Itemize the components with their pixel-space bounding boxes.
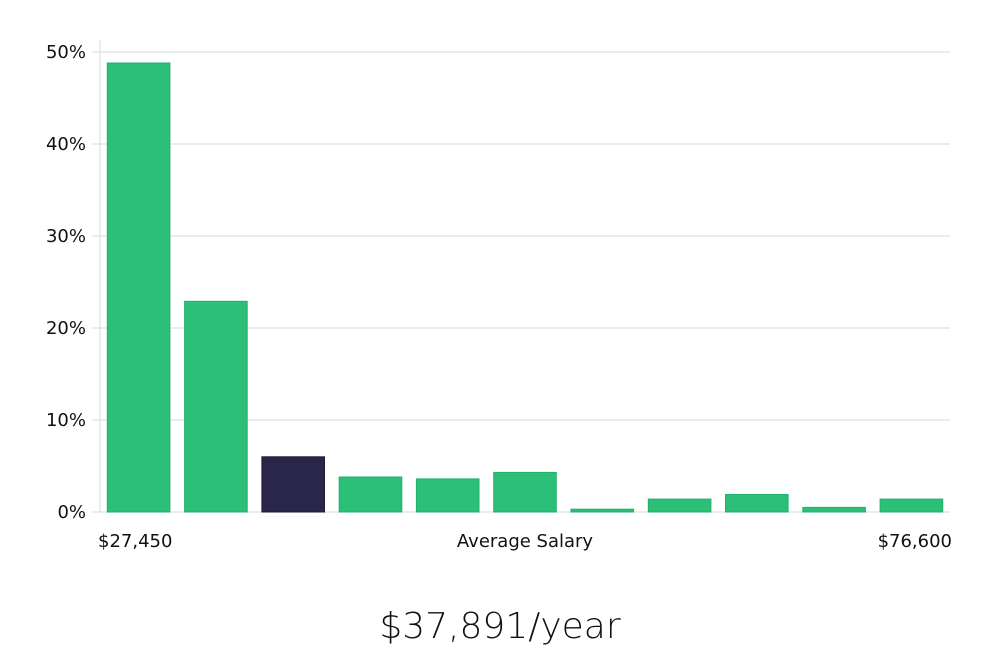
y-tick-label: 50% xyxy=(46,42,86,63)
bar xyxy=(415,478,480,513)
salary-histogram: 0% 10% 20% 30% 40% 50% $27,450 Average Salary… xyxy=(46,40,952,552)
y-tick-label: 10% xyxy=(46,410,86,431)
bar xyxy=(802,506,866,513)
bar xyxy=(106,62,171,513)
bar-highlighted xyxy=(261,456,325,513)
bar xyxy=(493,471,557,513)
bar xyxy=(338,476,403,513)
x-min-label: $27,450 xyxy=(98,531,172,552)
bars xyxy=(106,62,944,513)
y-tick-label: 40% xyxy=(46,134,86,155)
bar xyxy=(570,508,635,513)
y-tick-label: 20% xyxy=(46,318,86,339)
bar xyxy=(725,494,789,513)
bar xyxy=(879,498,944,513)
y-tick-label: 0% xyxy=(57,502,86,523)
x-max-label: $76,600 xyxy=(878,531,952,552)
average-salary-value: $37,891/year xyxy=(379,606,621,647)
x-axis-label: Average Salary xyxy=(457,531,594,552)
bar xyxy=(184,300,248,513)
y-axis-ticks: 0% 10% 20% 30% 40% 50% xyxy=(46,42,86,523)
y-tick-label: 30% xyxy=(46,226,86,247)
bar xyxy=(647,498,712,513)
